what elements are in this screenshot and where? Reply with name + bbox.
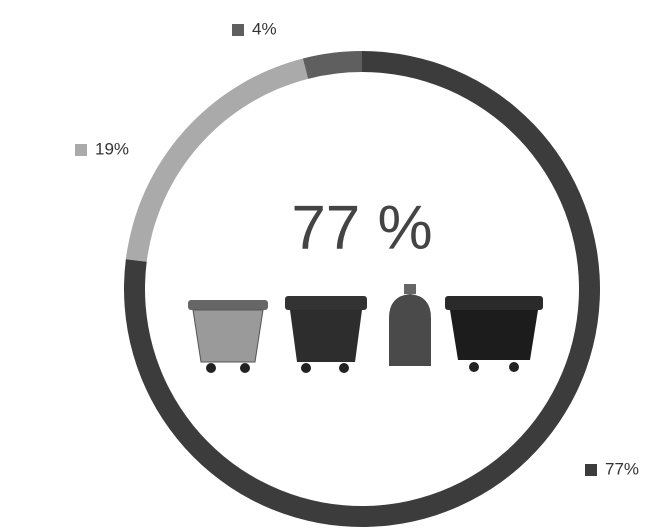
legend-swatch (232, 24, 244, 36)
bin-large (445, 296, 543, 372)
value-label: 77% (605, 459, 639, 478)
bins-illustration (188, 284, 543, 373)
value-label: 4% (252, 19, 277, 38)
bin-light (188, 300, 268, 373)
donut-segment (302, 51, 362, 79)
legend-swatch (75, 144, 87, 156)
value-label: 19% (95, 139, 129, 158)
donut-segment (125, 58, 309, 262)
bin-bell (389, 284, 431, 366)
center-label: 77 % (291, 193, 432, 262)
bin-dark (285, 296, 367, 373)
legend-swatch (585, 464, 597, 476)
